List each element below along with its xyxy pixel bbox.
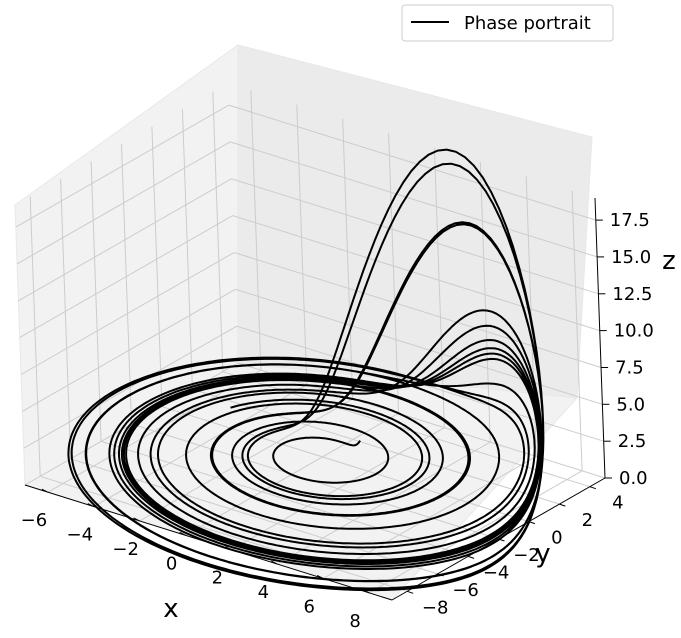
grid-line-left-z [19, 215, 233, 339]
x-tick-mark [362, 589, 370, 594]
grid-line-left-y [121, 143, 132, 425]
x-tick-label: 0 [166, 553, 177, 574]
back-pane [237, 44, 593, 399]
x-tick-label: 6 [303, 596, 314, 617]
legend: Phase portrait [401, 4, 614, 42]
z-axis-line [594, 197, 606, 479]
z-tick-label: 2.5 [618, 431, 647, 452]
grid-line-floor-y [192, 388, 560, 505]
x-tick-mark [41, 488, 49, 493]
y-tick-label: −6 [452, 580, 479, 601]
z-tick-label: 5.0 [616, 394, 645, 415]
y-axis-label: y [535, 539, 550, 569]
grid-line-back-x [388, 133, 400, 414]
grid-line-floor-y [100, 440, 469, 557]
y-tick-label: 2 [582, 510, 593, 531]
grid-line-left-z [18, 178, 232, 302]
y-tick-label: −8 [422, 597, 449, 618]
y-tick-mark [528, 521, 536, 525]
x-tick-mark [225, 546, 232, 551]
trajectory-line [67, 148, 545, 592]
grid-line-left-z [23, 325, 237, 449]
legend-label: Phase portrait [464, 13, 591, 34]
grid-line-back-x [479, 162, 491, 443]
grid-line-back-x [433, 147, 445, 428]
z-tick-label: 7.5 [615, 358, 644, 379]
y-tick-label: −4 [483, 562, 510, 583]
x-tick-label: 8 [349, 611, 360, 632]
grid-line-back-z [233, 252, 602, 368]
x-tick-label: −6 [21, 510, 48, 531]
grid-line-left-y [212, 91, 224, 372]
grid-line-back-z [231, 178, 599, 295]
z-tick-label: 10.0 [614, 321, 654, 342]
x-axis-line [24, 484, 393, 601]
z-tick-label: 12.5 [612, 284, 652, 305]
x-tick-label: −4 [67, 525, 94, 546]
grid-line-back-x [342, 118, 354, 399]
y-tick-mark [498, 538, 505, 542]
grid-line-left-z [16, 141, 231, 265]
z-tick-label: 17.5 [610, 210, 650, 231]
x-tick-mark [316, 574, 324, 579]
grid-line-back-z [237, 362, 606, 479]
grid-line-back-z [229, 141, 598, 258]
y-tick-mark [589, 486, 596, 490]
x-tick-mark [87, 503, 95, 508]
x-tick-mark [271, 560, 278, 565]
z-axis-label: z [662, 246, 676, 276]
grid-line-back-x [250, 90, 262, 371]
y-tick-mark [407, 590, 414, 594]
grid-line-left-z [15, 104, 230, 228]
axes-layer: −6−4−202468−8−6−4−20240.02.55.07.510.012… [21, 197, 654, 632]
x-axis-label: x [163, 594, 178, 624]
grid-line-back-x [296, 104, 308, 385]
grid-line-left-y [181, 109, 193, 390]
y-tick-mark [559, 503, 566, 507]
legend-box [401, 4, 614, 42]
grid-line-left-y [151, 126, 163, 407]
grid-line-back-z [232, 215, 600, 332]
y-tick-label: 0 [551, 528, 562, 549]
y-tick-label: 4 [612, 493, 623, 514]
y-tick-label: −2 [513, 545, 540, 566]
grid-line-floor-y [40, 475, 408, 592]
y-tick-mark [437, 573, 444, 577]
trajectory-layer [67, 148, 545, 592]
grid-line-left-z [22, 288, 236, 412]
x-tick-mark [179, 531, 186, 536]
grid-line-left-y [60, 178, 72, 459]
x-tick-label: 4 [258, 582, 269, 603]
grid-line-floor-y [222, 371, 590, 488]
grid-line-back-z [228, 104, 596, 221]
z-tick-label: 15.0 [611, 247, 651, 268]
grid-line-left-z [20, 252, 235, 375]
y-tick-mark [467, 555, 475, 559]
x-tick-mark [133, 517, 140, 522]
grid-line-back-x [571, 190, 583, 471]
grid-line-left-y [29, 196, 41, 477]
grid-line-left-y [90, 161, 102, 442]
z-tick-label: 0.0 [619, 468, 648, 489]
x-tick-label: −2 [112, 539, 139, 560]
x-tick-label: 2 [212, 568, 223, 589]
